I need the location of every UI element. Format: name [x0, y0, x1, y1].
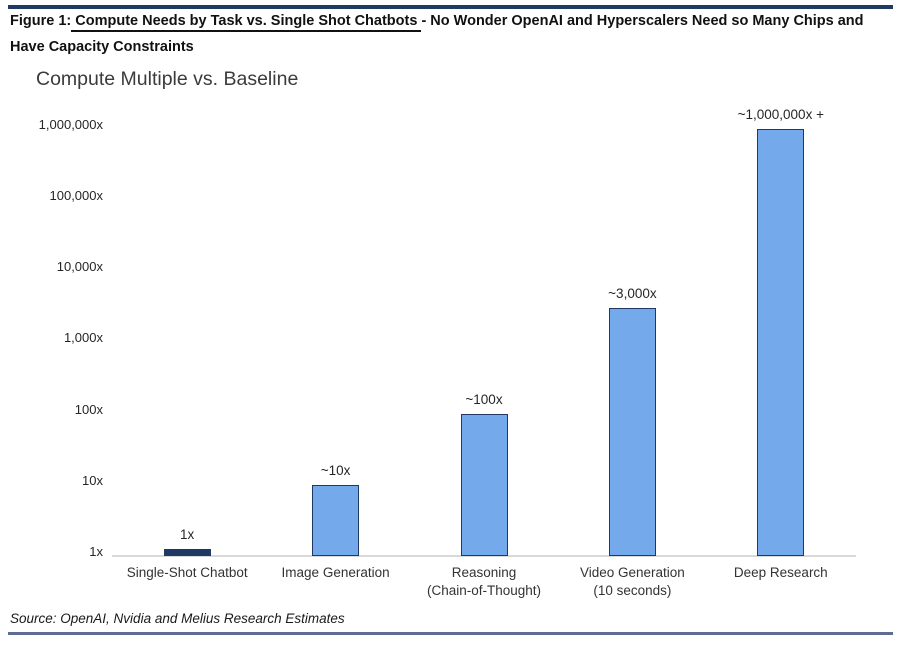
- y-tick-label: 1x: [89, 544, 103, 559]
- bar-value-label: ~3,000x: [608, 286, 657, 302]
- bar: [757, 128, 805, 556]
- category-label: Image Generation: [254, 564, 418, 582]
- category-label: Single-Shot Chatbot: [105, 564, 269, 582]
- bar-value-label: ~1,000,000x +: [737, 106, 824, 122]
- bar-value-label: 1x: [180, 527, 195, 542]
- category-label-line: (Chain-of-Thought): [426, 583, 542, 598]
- y-tick-label: 1,000x: [63, 330, 103, 346]
- y-tick-label: 100x: [74, 401, 103, 417]
- chart-title: Compute Multiple vs. Baseline: [36, 68, 299, 90]
- category-label-line: Deep Research: [733, 565, 828, 580]
- bar-value-label: ~10x: [320, 462, 351, 478]
- category-label: Video Generation (10 seconds): [550, 564, 714, 600]
- category-label-line: Single-Shot Chatbot: [126, 565, 248, 580]
- bar: [608, 308, 656, 556]
- bar-value-label: ~100x: [465, 391, 503, 407]
- y-tick-label: 10,000x: [56, 259, 103, 275]
- source-note: Source: OpenAI, Nvidia and Melius Resear…: [10, 611, 345, 626]
- bottom-rule: [8, 632, 893, 635]
- top-rule: [8, 5, 893, 9]
- figure-caption-underlined: Compute Needs by Task vs. Single Shot Ch…: [71, 13, 422, 32]
- bar: [312, 484, 360, 556]
- category-label-line: (10 seconds): [593, 583, 672, 598]
- category-label-line: Image Generation: [281, 565, 390, 580]
- figure-caption-line2: Have Capacity Constraints: [10, 39, 194, 55]
- bar: [460, 413, 508, 556]
- figure-caption: Figure 1: Compute Needs by Task vs. Sing…: [10, 13, 864, 55]
- figure-label: Figure 1:: [10, 13, 72, 29]
- x-axis-line: [112, 555, 856, 557]
- figure-caption-rest: - No Wonder OpenAI and Hyperscalers Need…: [421, 13, 864, 29]
- category-label-line: Video Generation: [579, 565, 685, 580]
- y-tick-label: 1,000,000x: [38, 116, 103, 132]
- figure-caption-line1: Figure 1: Compute Needs by Task vs. Sing…: [10, 13, 864, 32]
- category-label: Reasoning (Chain-of-Thought): [402, 564, 566, 600]
- y-tick-label: 10x: [82, 472, 103, 488]
- bar: [163, 549, 211, 556]
- category-label: Deep Research: [699, 564, 863, 582]
- category-label-line: Reasoning: [451, 565, 517, 580]
- y-tick-label: 100,000x: [49, 188, 104, 203]
